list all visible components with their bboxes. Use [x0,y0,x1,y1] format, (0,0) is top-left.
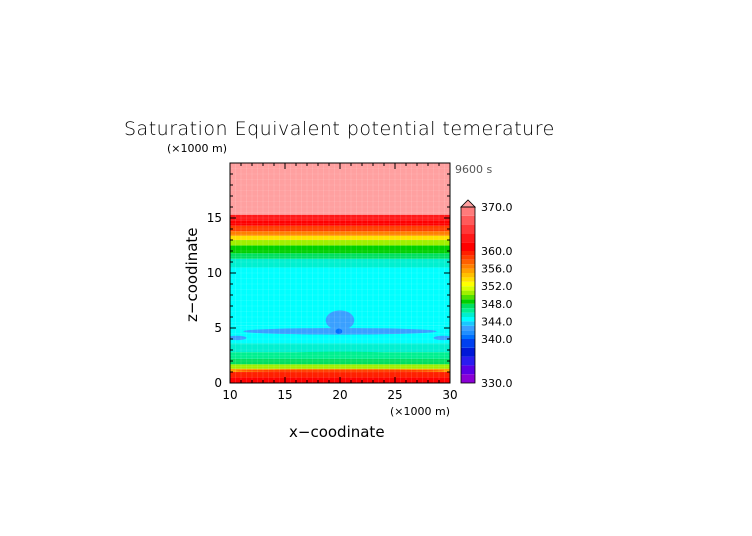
colorbar-bin-5 [461,334,475,339]
y-axis: 0 5 10 15 [207,162,450,390]
colorbar-tick-label: 360.0 [481,245,513,258]
y-tick-label: 15 [207,211,222,225]
contour-band-6 [230,343,450,353]
contour-feature-1 [230,335,247,341]
colorbar-bin-21 [461,264,475,269]
contour-feature-2 [433,335,450,341]
contour-band-3 [230,364,450,369]
x-tick-label: 20 [332,388,347,402]
colorbar-bin-10 [461,312,475,317]
time-label: 9600 s [455,163,492,176]
colorbar-bin-16 [461,286,475,291]
colorbar-bin-29 [461,207,475,216]
colorbar-bin-15 [461,290,475,295]
contour-band-18 [230,214,450,221]
y-tick-label: 5 [214,321,222,335]
colorbar-bin-25 [461,242,475,251]
colorbar-tick-label: 370.0 [481,201,513,214]
colorbar-bin-0 [461,374,475,383]
x-tick-label: 25 [387,388,402,402]
contour-band-19 [230,163,450,215]
chart-title: Saturation Equivalent potential temeratu… [124,118,555,140]
colorbar-bin-23 [461,255,475,260]
contour-feature-5 [290,351,390,355]
colorbar-tick-label: 340.0 [481,333,513,346]
x-axis-label: x−coodinate [289,423,385,441]
colorbar-bin-27 [461,224,475,234]
colorbar-bin-9 [461,317,475,322]
colorbar-bin-8 [461,321,475,326]
colorbar-bin-7 [461,325,475,331]
x-tick-label: 15 [277,388,292,402]
colorbar-bin-22 [461,259,475,265]
colorbar-tick-label: 356.0 [481,263,513,276]
colorbar-bin-6 [461,330,475,335]
colorbar-bin-14 [461,295,475,300]
contour-band-5 [230,352,450,359]
contour-feature-6 [235,369,445,373]
colorbar-bin-13 [461,299,475,304]
contour-band-10 [230,258,450,268]
colorbar-tick-label: 344.0 [481,315,513,328]
contour-band-14 [230,235,450,240]
contour-band-11 [230,253,450,259]
contour-band-12 [230,245,450,254]
x-unit-label: (×1000 m) [390,405,450,418]
colorbar: 330.0 340.0 344.0 348.0 352.0 356.0 360.0 370.0 [460,199,513,390]
colorbar-bin-11 [461,308,475,313]
x-axis: 10 15 20 25 30 [222,163,458,402]
x-tick-label: 10 [222,388,237,402]
colorbar-bin-2 [461,356,475,366]
contour-feature-4 [335,328,343,335]
contour-band-4 [230,358,450,365]
contour-band-16 [230,225,450,232]
colorbar-bin-28 [461,215,475,225]
contour-feature-3 [325,310,355,331]
y-unit-label: (×1000 m) [167,142,227,155]
plot-area [229,162,451,384]
colorbar-tick-label: 348.0 [481,298,513,311]
colorbar-bin-20 [461,268,475,273]
colorbar-bin-3 [461,347,475,357]
contour-band-7 [230,339,450,344]
colorbar-tick-label: 352.0 [481,280,513,293]
colorbar-bin-1 [461,365,475,375]
y-tick-label: 0 [214,376,222,390]
colorbar-bin-12 [461,303,475,309]
colorbar-tick-label: 330.0 [481,377,513,390]
colorbar-bin-19 [461,273,475,278]
colorbar-bin-26 [461,233,475,243]
colorbar-bin-17 [461,281,475,287]
x-tick-label: 30 [442,388,457,402]
y-axis-label: z−coodinate [183,227,201,322]
colorbar-bin-24 [461,251,475,256]
contour-band-1 [230,372,450,378]
colorbar-frame [460,206,476,384]
contour-band-13 [230,240,450,246]
contour-band-17 [230,220,450,226]
colorbar-extend-arrow [460,199,476,208]
colorbar-bin-18 [461,277,475,282]
contour-band-15 [230,231,450,236]
colorbar-bin-4 [461,339,475,348]
y-tick-label: 10 [207,266,222,280]
